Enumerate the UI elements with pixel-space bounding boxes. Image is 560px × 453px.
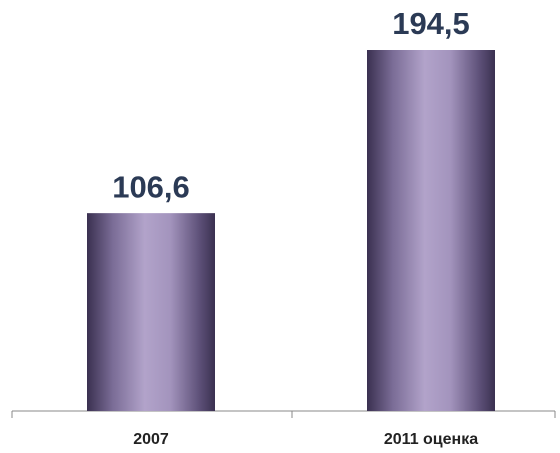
bar [367, 50, 495, 411]
value-label: 194,5 [392, 6, 470, 41]
bar [87, 213, 215, 411]
x-tick-label: 2011 оценка [384, 431, 478, 448]
x-tick-label: 2007 [133, 431, 169, 448]
value-label: 106,6 [112, 169, 190, 204]
